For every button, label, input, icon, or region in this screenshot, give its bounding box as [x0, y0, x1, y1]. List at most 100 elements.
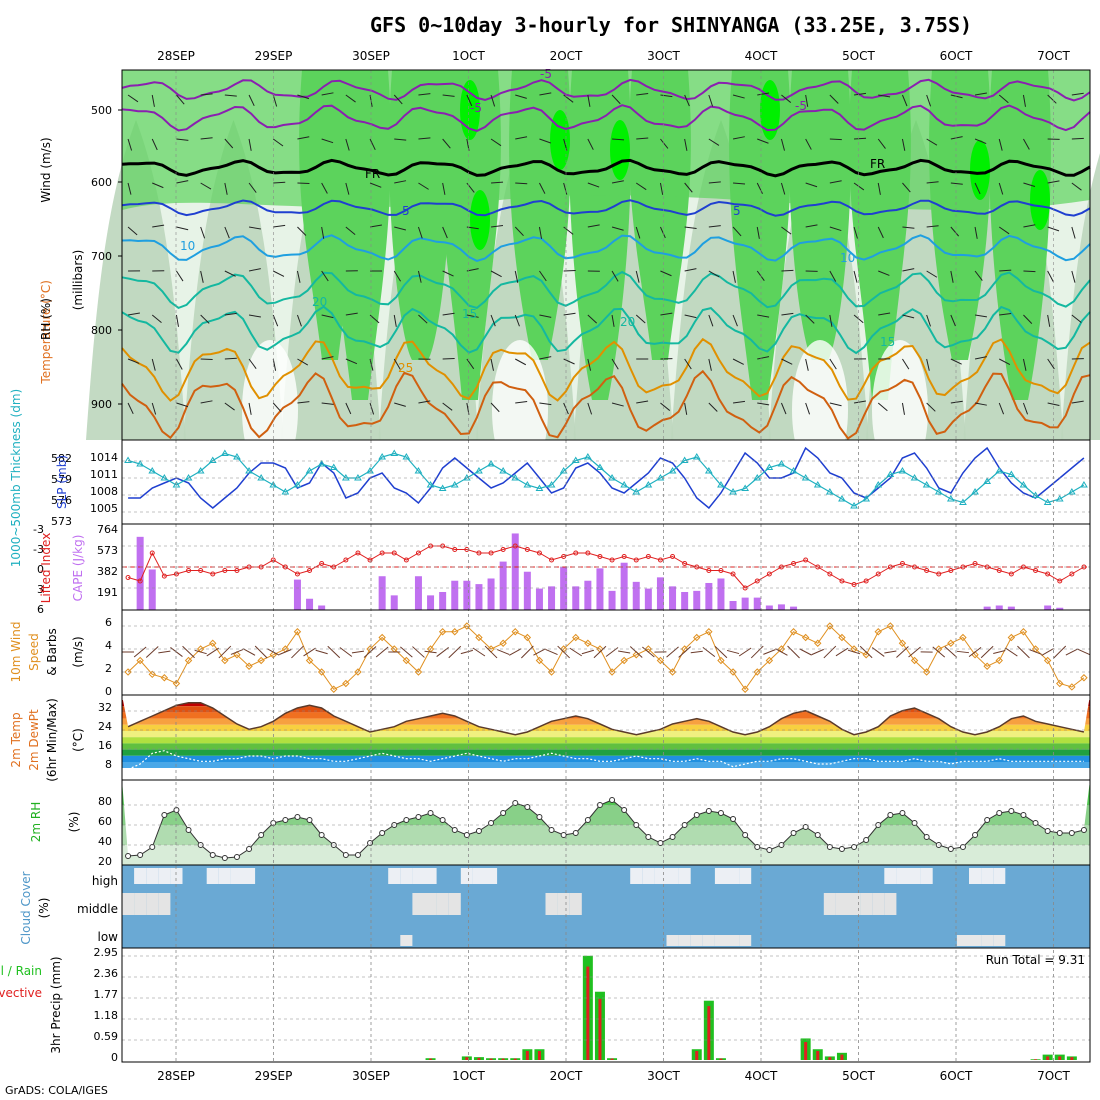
wind-barb [466, 182, 475, 193]
rh2m-point [984, 817, 991, 823]
pressure-tick-label: 500 [91, 104, 112, 117]
precip-convective-bar [828, 1057, 832, 1060]
wind-barb-10m [327, 645, 341, 659]
thickness-point [559, 467, 568, 474]
wind-barb-10m [581, 649, 594, 655]
rh2m-point [185, 827, 192, 833]
rh2m-point [1020, 812, 1027, 818]
wind-barb [757, 356, 770, 360]
wind-barb [176, 226, 189, 231]
thickness-point [438, 484, 447, 491]
wind-barb-10m [763, 649, 776, 655]
precip-convective-bar [429, 1058, 433, 1060]
wind-barb [732, 226, 742, 237]
rh2m-point [354, 852, 361, 858]
wind-barb [853, 400, 866, 404]
precip-convective-bar [695, 1051, 699, 1060]
lifted-index-point [948, 568, 954, 573]
lifted-index-point [307, 568, 313, 573]
temp-contour-5 [121, 199, 1091, 217]
cape-bar [705, 582, 713, 610]
thickness-point [717, 481, 725, 488]
wind-speed-point [124, 668, 132, 676]
cloud-high-gap [642, 868, 655, 884]
temp-contour-10 [121, 234, 1091, 262]
cloud-high-gap [412, 868, 425, 884]
rh2m-point [572, 830, 579, 836]
wind-speed-label-a: 10m Wind [9, 622, 23, 683]
cloud-low-gap [702, 935, 715, 946]
lifted-index-point [791, 561, 797, 566]
lifted-index-point [258, 564, 264, 570]
wind-barb [659, 226, 666, 239]
wind-barb [708, 270, 720, 278]
wind-speed-point [535, 656, 544, 665]
wind-barb [490, 94, 496, 107]
cloud-high-gap [230, 868, 243, 884]
thickness-point [1043, 498, 1052, 505]
rh2m-point [342, 852, 349, 858]
wind-barb [926, 358, 930, 371]
wind-barb [974, 356, 987, 360]
cape-bar [439, 591, 447, 610]
cloud-high-gap [460, 868, 473, 884]
cloud-low-gap [400, 935, 413, 946]
rh2m-point [609, 797, 616, 803]
wind-barb [418, 137, 431, 140]
thickness-point [692, 453, 701, 460]
cloud-high-gap [908, 868, 921, 884]
wind-barb [757, 314, 770, 318]
wind-speed-point [741, 685, 749, 693]
rh2m-point [161, 812, 168, 818]
thickness-point [825, 488, 834, 495]
rh-bright-patch [970, 140, 990, 200]
wind-barb [563, 312, 576, 316]
precip-convective-bar [537, 1051, 541, 1060]
lifted-index-point [355, 550, 361, 556]
precip-tick-label: 0 [111, 1051, 118, 1064]
wind-barb [514, 314, 520, 327]
wind-barb [394, 402, 406, 407]
rh-dry-patch [872, 340, 928, 480]
wind-speed-point [1031, 645, 1040, 653]
wind-barb [902, 226, 915, 229]
cloud-high-gap [993, 868, 1006, 884]
wind-barb [393, 270, 401, 282]
wind-barb [539, 92, 552, 96]
temp-tick-label: 24 [98, 720, 112, 733]
wind-barb [418, 314, 428, 324]
rh2m-point [1080, 827, 1087, 833]
rh2m-point [584, 817, 591, 823]
thickness-point [172, 481, 181, 488]
precip-convective-bar [719, 1058, 723, 1060]
wind-barb [514, 270, 519, 283]
temp-color-band [122, 762, 1090, 769]
cloud-high-gap [969, 868, 982, 884]
wind-barb [272, 402, 282, 413]
wind-barb [805, 314, 815, 324]
wind-barb [974, 270, 983, 281]
wind-axis-label: Wind (m/s) [39, 137, 53, 202]
thickness-point [741, 484, 750, 491]
wind-barb-10m [448, 645, 462, 659]
thickness-point [305, 467, 314, 474]
wind-barb [829, 358, 837, 370]
wind-barb [587, 94, 591, 107]
wind-barb [1071, 226, 1076, 239]
rh2m-point [137, 852, 144, 858]
wind-barb [466, 358, 475, 370]
wind-barb [587, 182, 600, 188]
wind-barb-10m [956, 650, 970, 654]
wind-speed-point [269, 651, 277, 659]
thickness-point [378, 453, 387, 460]
wind-barb [732, 136, 745, 140]
precip-convective-bar [1046, 1056, 1050, 1060]
wind-barb [539, 402, 552, 406]
temp-tick-label: 8 [105, 758, 112, 771]
wind-barb [950, 270, 954, 283]
rh2m-point [548, 827, 555, 833]
rh2m-tick-label: 40 [98, 835, 112, 848]
wind-barb [708, 358, 712, 371]
rh2m-point [439, 817, 446, 823]
wind-speed-point [172, 679, 181, 688]
